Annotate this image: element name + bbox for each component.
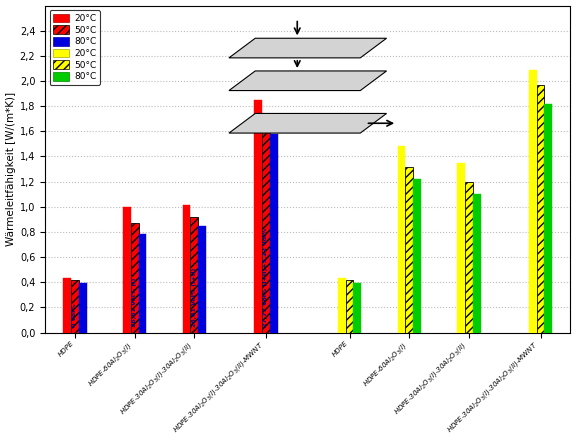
Bar [79,284,86,333]
Polygon shape [229,38,386,58]
Bar [457,163,465,333]
Bar [262,119,270,333]
Bar [413,179,421,333]
Bar [346,280,354,333]
Bar [270,134,278,333]
Bar [123,207,131,333]
Bar [183,206,191,333]
Text: 27,77 Vol% (I+II)+5,22 Vol%: 27,77 Vol% (I+II)+5,22 Vol% [263,228,268,328]
Y-axis label: Wärmeleitfähigkeit [W/(m*K)]: Wärmeleitfähigkeit [W/(m*K)] [6,92,16,246]
Bar [544,104,552,333]
Bar [537,85,544,333]
Text: 26,61 Vol% (I): 26,61 Vol% (I) [132,278,137,328]
Bar [529,70,537,333]
Text: 26,61 Vol% (I+II): 26,61 Vol% (I+II) [192,268,197,328]
Polygon shape [229,113,386,133]
Bar [138,235,146,333]
Bar [473,194,480,333]
Bar [131,223,138,333]
Text: 0 Vol%: 0 Vol% [73,304,77,328]
Bar [338,278,346,333]
Bar [191,217,198,333]
Bar [198,226,206,333]
Bar [255,100,262,333]
Bar [71,280,79,333]
Bar [397,146,406,333]
Bar [63,278,71,333]
Polygon shape [229,71,386,90]
Bar [406,167,413,333]
Bar [354,284,361,333]
Legend: 20°C, 50°C, 80°C, 20°C, 50°C, 80°C: 20°C, 50°C, 80°C, 20°C, 50°C, 80°C [50,10,100,85]
Bar [465,182,473,333]
